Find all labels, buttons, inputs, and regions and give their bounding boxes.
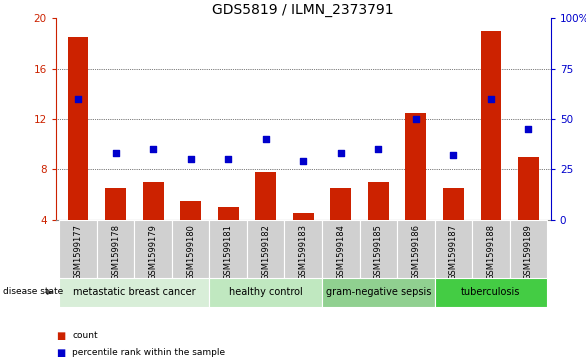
- Bar: [209, 278, 322, 307]
- Bar: [209, 220, 247, 278]
- Text: GSM1599189: GSM1599189: [524, 224, 533, 280]
- Bar: [59, 278, 209, 307]
- Bar: [172, 220, 209, 278]
- Point: [223, 156, 233, 162]
- Text: GSM1599182: GSM1599182: [261, 224, 270, 280]
- Point: [486, 96, 496, 102]
- Bar: [443, 188, 464, 220]
- Text: count: count: [72, 331, 98, 340]
- Text: ■: ■: [56, 348, 65, 358]
- Point: [148, 146, 158, 152]
- Text: GSM1599179: GSM1599179: [149, 224, 158, 280]
- Point: [411, 116, 421, 122]
- Text: GSM1599183: GSM1599183: [299, 224, 308, 280]
- Bar: [406, 113, 426, 220]
- Point: [111, 150, 120, 156]
- Bar: [105, 188, 126, 220]
- Bar: [397, 220, 435, 278]
- Point: [298, 158, 308, 164]
- Text: GSM1599178: GSM1599178: [111, 224, 120, 280]
- Bar: [255, 172, 276, 220]
- Text: healthy control: healthy control: [229, 287, 302, 297]
- Title: GDS5819 / ILMN_2373791: GDS5819 / ILMN_2373791: [213, 3, 394, 17]
- Point: [374, 146, 383, 152]
- Text: GSM1599185: GSM1599185: [374, 224, 383, 280]
- Point: [73, 96, 83, 102]
- Text: GSM1599177: GSM1599177: [74, 224, 83, 280]
- Bar: [435, 278, 547, 307]
- Bar: [68, 37, 88, 220]
- Bar: [435, 220, 472, 278]
- Text: GSM1599187: GSM1599187: [449, 224, 458, 280]
- Text: tuberculosis: tuberculosis: [461, 287, 520, 297]
- Bar: [218, 207, 239, 220]
- Bar: [59, 220, 97, 278]
- Text: gram-negative sepsis: gram-negative sepsis: [326, 287, 431, 297]
- Bar: [360, 220, 397, 278]
- Point: [186, 156, 195, 162]
- Bar: [368, 182, 389, 220]
- Text: GSM1599181: GSM1599181: [224, 224, 233, 280]
- Text: GSM1599186: GSM1599186: [411, 224, 420, 280]
- Text: disease state: disease state: [3, 287, 63, 296]
- Bar: [293, 213, 314, 220]
- Bar: [284, 220, 322, 278]
- Text: metastatic breast cancer: metastatic breast cancer: [73, 287, 196, 297]
- Text: GSM1599188: GSM1599188: [486, 224, 495, 280]
- Bar: [180, 201, 201, 220]
- Bar: [518, 157, 539, 220]
- Point: [524, 126, 533, 132]
- Bar: [247, 220, 284, 278]
- Bar: [143, 182, 163, 220]
- Bar: [481, 31, 501, 220]
- Bar: [97, 220, 134, 278]
- Bar: [331, 188, 351, 220]
- Bar: [472, 220, 510, 278]
- Bar: [322, 220, 360, 278]
- Text: percentile rank within the sample: percentile rank within the sample: [72, 348, 225, 357]
- Text: ■: ■: [56, 331, 65, 341]
- Text: GSM1599180: GSM1599180: [186, 224, 195, 280]
- Point: [261, 136, 270, 142]
- Point: [449, 152, 458, 158]
- Text: GSM1599184: GSM1599184: [336, 224, 345, 280]
- Bar: [510, 220, 547, 278]
- Bar: [322, 278, 435, 307]
- Bar: [134, 220, 172, 278]
- Point: [336, 150, 346, 156]
